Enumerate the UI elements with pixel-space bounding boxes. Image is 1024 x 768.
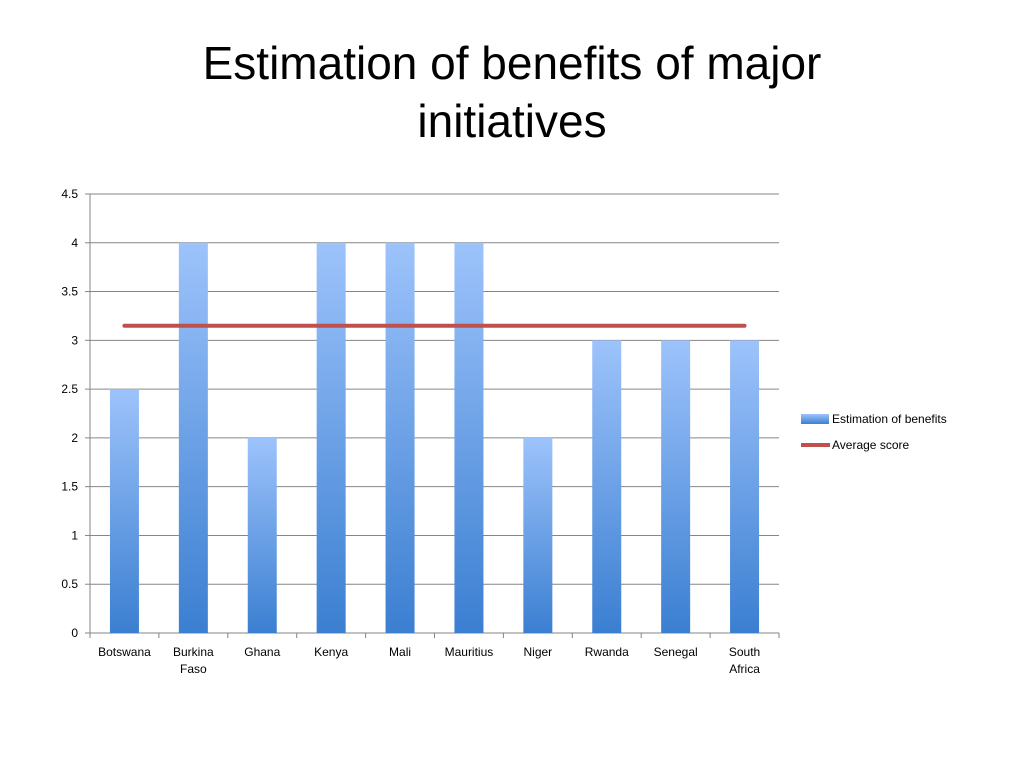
bar — [661, 340, 691, 633]
x-tick-label: Botswana — [98, 645, 151, 659]
bar — [730, 340, 760, 633]
legend-swatch-bar — [801, 414, 829, 424]
x-tick-label: Senegal — [654, 645, 698, 659]
legend: Estimation of benefits Average score — [801, 412, 947, 452]
y-tick-label: 1 — [71, 528, 78, 542]
x-tick-label: Kenya — [314, 645, 348, 659]
bar-series — [109, 242, 760, 633]
bar — [247, 437, 277, 633]
bar — [178, 242, 208, 633]
x-tick-label: Niger — [524, 645, 553, 659]
x-tick-label: South — [729, 645, 760, 659]
bar — [385, 242, 415, 633]
bar — [454, 242, 484, 633]
chart-title-line-2: initiatives — [417, 95, 607, 147]
bar — [523, 437, 553, 633]
x-tick-label: Faso — [180, 662, 207, 676]
x-tick-label: Mali — [389, 645, 411, 659]
y-tick-label: 1.5 — [61, 480, 78, 494]
x-tick-label: Mauritius — [445, 645, 494, 659]
axis-labels: 0 0.5 1 1.5 2 2.5 3 3.5 4 4.5 Botswana Burkina Faso G… — [61, 187, 760, 676]
legend-label-estimation: Estimation of benefits — [832, 412, 947, 426]
bar — [109, 389, 139, 633]
chart-title-line-1: Estimation of benefits of major — [202, 37, 822, 89]
x-tick-label: Rwanda — [585, 645, 629, 659]
y-tick-label: 3 — [71, 333, 78, 347]
legend-label-average: Average score — [832, 438, 909, 452]
bar — [316, 242, 346, 633]
y-tick-label: 2.5 — [61, 382, 78, 396]
y-tick-label: 4 — [71, 236, 78, 250]
bar — [592, 340, 622, 633]
y-tick-label: 4.5 — [61, 187, 78, 201]
y-tick-label: 2 — [71, 431, 78, 445]
y-tick-label: 3.5 — [61, 285, 78, 299]
x-tick-label: Ghana — [244, 645, 280, 659]
y-tick-label: 0 — [71, 626, 78, 640]
y-tick-label: 0.5 — [61, 577, 78, 591]
x-tick-label: Burkina — [173, 645, 214, 659]
x-tick-label: Africa — [729, 662, 760, 676]
chart-title: Estimation of benefits of major initiati… — [112, 34, 912, 150]
